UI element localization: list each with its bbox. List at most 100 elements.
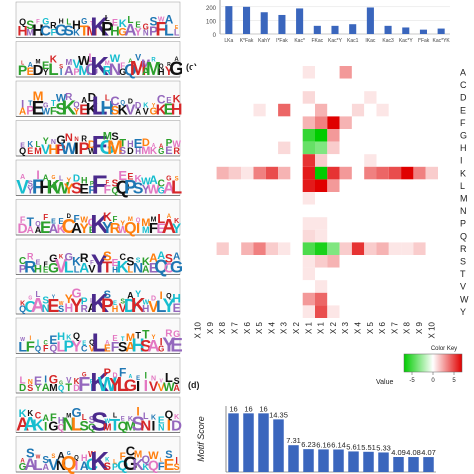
heatmap-cell [339, 280, 352, 293]
logo-glyph: Y [43, 68, 49, 77]
logo-glyph: K [62, 98, 77, 120]
heatmap-cell [351, 192, 365, 205]
heatmap-cell [216, 103, 229, 117]
heatmap-cell [302, 166, 315, 180]
heatmap-cell [376, 242, 389, 255]
heatmap-cell [302, 305, 315, 318]
logo-glyph: K [142, 256, 150, 268]
logo-glyph: W [158, 16, 165, 23]
heatmap-cell [302, 229, 315, 243]
heatmap-cell [425, 66, 438, 79]
heatmap-cell [204, 192, 217, 205]
heatmap-cell [265, 66, 279, 79]
logo-glyph: P [101, 20, 114, 41]
logo-glyph: E [113, 301, 117, 307]
logo-glyph: Q [166, 293, 172, 300]
row-label: T [460, 269, 466, 279]
logo-center-glyph: L [92, 91, 108, 121]
bar-value-label: 4.08 [406, 448, 421, 457]
heatmap-cell [216, 166, 229, 180]
logo-glyph: F [155, 20, 167, 41]
heatmap-cell [327, 192, 340, 205]
logo-glyph: I [29, 336, 31, 342]
logo-glyph: R [151, 58, 156, 64]
heatmap-cell [253, 166, 266, 180]
heatmap-cell [192, 154, 205, 167]
logo-glyph: Q [73, 331, 80, 341]
logo-glyph: G [82, 372, 87, 378]
heatmap-cell [339, 166, 352, 180]
logo-glyph: E [32, 99, 45, 120]
heatmap-cell [241, 78, 254, 92]
logo-glyph: S [89, 415, 96, 426]
logo-glyph: D [112, 373, 117, 380]
heatmap-cell [228, 179, 242, 192]
heatmap-cell [388, 229, 402, 243]
heatmap-cell [302, 78, 315, 92]
logo-glyph: S [174, 376, 180, 386]
logo-glyph: S [112, 179, 119, 190]
logo-glyph: L [59, 176, 64, 183]
column-label: X 1 [304, 321, 313, 334]
heatmap-cell [351, 280, 365, 293]
heatmap-cell [351, 166, 365, 180]
heatmap-cell [278, 267, 291, 281]
logo-glyph: A [152, 143, 156, 149]
logo-glyph: G [42, 16, 49, 26]
heatmap-cell [302, 66, 315, 79]
logo-glyph: K [27, 409, 33, 418]
heatmap-cell [376, 129, 389, 142]
logo-glyph: N [143, 29, 149, 38]
heatmap-cell [228, 292, 242, 306]
logo-glyph: E [157, 220, 166, 236]
heatmap-cell [302, 217, 315, 230]
heatmap-cell [351, 204, 365, 218]
bar [243, 6, 251, 35]
logo-glyph: V [125, 102, 135, 119]
logo-glyph: W [56, 92, 67, 104]
logo-glyph: M [49, 383, 57, 394]
heatmap-cell [425, 267, 438, 281]
row-label: R [460, 244, 467, 254]
logo-glyph: S [174, 462, 180, 472]
logo-glyph: V [88, 264, 96, 276]
logo-glyph: L [127, 15, 133, 26]
logo-glyph: F [104, 183, 111, 197]
heatmap-cell [290, 292, 303, 306]
bar [366, 7, 374, 35]
heatmap-cell [388, 129, 402, 142]
x-tick-label: Kac*Y [328, 38, 343, 44]
logo-glyph: Q [35, 221, 41, 228]
logo-glyph: H [48, 141, 58, 157]
logo-glyph: E [34, 374, 42, 388]
logo-glyph: D [18, 220, 28, 236]
logo-glyph: L [171, 178, 182, 198]
logo-glyph: H [81, 453, 88, 463]
x-tick-label: Kac1 [347, 38, 359, 44]
logo-glyph: K [156, 102, 167, 119]
logo-glyph: A [147, 337, 159, 356]
heatmap-cell [278, 192, 291, 205]
heatmap-cell [315, 280, 328, 293]
logo-glyph: S [126, 255, 134, 269]
logo-glyph: L [165, 370, 173, 385]
logo-glyph: F [44, 261, 49, 268]
heatmap-cell [192, 91, 205, 104]
logo-glyph: Y [102, 220, 113, 237]
logo-glyph: L [36, 140, 41, 149]
logo-glyph: G [49, 253, 58, 265]
logo-glyph: S [140, 337, 151, 356]
heatmap-cell [401, 242, 414, 255]
logo-glyph: P [19, 264, 26, 276]
logo-glyph: D [33, 62, 44, 79]
logo-glyph: L [157, 211, 165, 226]
logo-glyph: C [86, 455, 98, 474]
logo-glyph: E [27, 66, 34, 78]
heatmap-cell [425, 280, 438, 293]
heatmap-cell [204, 267, 217, 281]
column-label: X 9 [415, 321, 424, 334]
logo-center-glyph: F [92, 170, 108, 200]
